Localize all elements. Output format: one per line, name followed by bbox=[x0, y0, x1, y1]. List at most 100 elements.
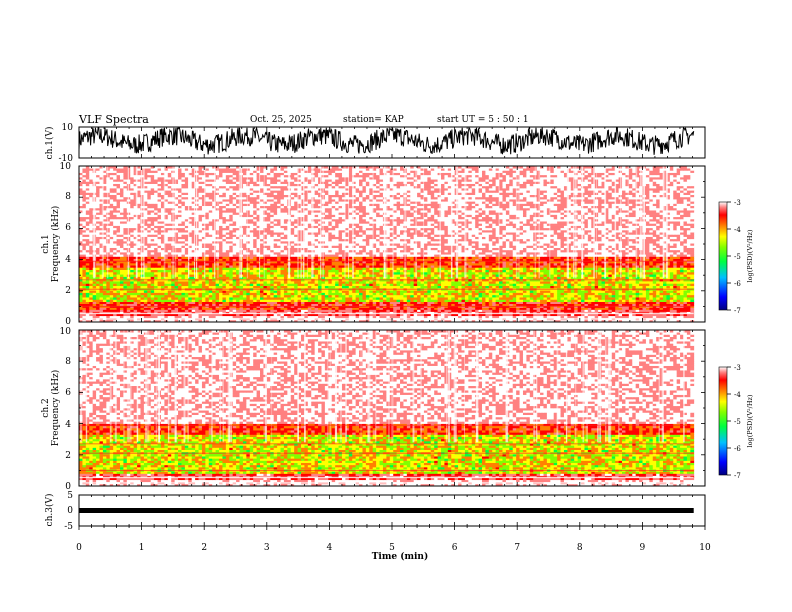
spectrogram-cell bbox=[533, 292, 538, 296]
spectrogram-cell bbox=[167, 285, 172, 289]
spectrogram-cell bbox=[85, 290, 90, 293]
spectrogram-cell bbox=[434, 274, 438, 277]
spectrogram-cell bbox=[502, 294, 507, 298]
spectrogram-cell bbox=[615, 301, 619, 304]
spectrogram-cell bbox=[526, 269, 531, 273]
spectrogram-cell bbox=[160, 309, 165, 312]
spectrogram-cell bbox=[273, 294, 278, 298]
spectrogram-cell bbox=[669, 303, 674, 306]
spectrogram-cell bbox=[184, 303, 189, 306]
spectrogram-cell bbox=[574, 315, 579, 319]
spectrogram-cell bbox=[505, 307, 510, 310]
spectrogram-cell bbox=[362, 307, 367, 310]
spectrogram-cell bbox=[348, 294, 353, 298]
spectrogram-cell bbox=[277, 301, 281, 304]
spectrogram-cell bbox=[481, 281, 486, 284]
spectrogram-cell bbox=[536, 303, 541, 306]
spectrogram-cell bbox=[406, 263, 411, 266]
spectrogram-cell bbox=[249, 276, 254, 280]
spectrogram-cell bbox=[519, 269, 524, 273]
spectrogram-cell bbox=[352, 290, 357, 293]
spectrogram-cell bbox=[594, 283, 599, 287]
spectrogram-cell bbox=[423, 276, 428, 280]
spectrogram-cell bbox=[311, 283, 316, 287]
spectrogram-cell bbox=[246, 301, 251, 304]
spectrogram-cell bbox=[328, 265, 333, 268]
spectrogram-cell bbox=[563, 285, 568, 289]
spectrogram-cell bbox=[270, 271, 275, 275]
spectrogram-cell bbox=[178, 269, 182, 273]
spectrogram-cell bbox=[150, 315, 155, 319]
spectrogram-cell bbox=[652, 283, 657, 287]
spectrogram-cell bbox=[300, 309, 305, 312]
spectrogram-cell bbox=[147, 315, 152, 319]
spectrogram-cell bbox=[396, 294, 401, 298]
spectrogram-cell bbox=[427, 283, 432, 287]
spectrogram-cell bbox=[430, 276, 435, 280]
spectrogram-cell bbox=[219, 265, 223, 268]
spectrogram-cell bbox=[113, 265, 117, 268]
spectrogram-cell bbox=[594, 307, 599, 310]
spectrogram-cell bbox=[277, 292, 281, 296]
spectrogram-cell bbox=[89, 271, 94, 275]
spectrogram-cell bbox=[447, 281, 452, 284]
spectrogram-cell bbox=[410, 303, 415, 306]
spectrogram-cell bbox=[437, 292, 442, 296]
spectrogram-cell bbox=[686, 294, 691, 298]
spectrogram-cell bbox=[79, 285, 83, 289]
spectrogram-cell bbox=[181, 274, 186, 277]
spectrogram-cell bbox=[649, 283, 654, 287]
spectrogram-cell bbox=[550, 307, 555, 310]
spectrogram-cell bbox=[622, 290, 626, 293]
spectrogram-cell bbox=[632, 276, 637, 280]
spectrogram-cell bbox=[290, 309, 295, 312]
spectrogram-cell bbox=[659, 285, 664, 289]
spectrogram-cell bbox=[201, 294, 206, 298]
spectrogram-cell bbox=[690, 281, 695, 284]
spectrogram-cell bbox=[529, 315, 534, 319]
spectrogram-cell bbox=[594, 309, 599, 312]
spectrogram-cell bbox=[382, 309, 387, 312]
spectrogram-cell bbox=[560, 303, 565, 306]
spectrogram-cell bbox=[560, 281, 565, 284]
spectrogram-cell bbox=[581, 285, 585, 289]
spectrogram-cell bbox=[423, 303, 428, 306]
spectrogram-cell bbox=[645, 265, 650, 268]
spectrogram-cell bbox=[628, 290, 633, 293]
spectrogram-cell bbox=[400, 283, 404, 287]
spectrogram-cell bbox=[557, 290, 561, 293]
spectrogram-cell bbox=[512, 299, 517, 303]
spectrogram-cell bbox=[208, 285, 213, 289]
spectrogram-cell bbox=[212, 292, 217, 296]
spectrogram-cell bbox=[181, 315, 186, 319]
spectrogram-cell bbox=[560, 301, 565, 304]
spectrogram-cell bbox=[540, 292, 544, 296]
spectrogram-cell bbox=[372, 285, 377, 289]
spectrogram-cell bbox=[430, 263, 435, 266]
spectrogram-cell bbox=[96, 271, 100, 275]
spectrogram-cell bbox=[232, 271, 237, 275]
spectrogram-cell bbox=[167, 315, 172, 319]
spectrogram-cell bbox=[147, 274, 152, 277]
spectrogram-cell bbox=[147, 292, 152, 296]
spectrogram-cell bbox=[499, 290, 503, 293]
spectrogram-cell bbox=[512, 309, 517, 312]
spectrogram-cell bbox=[201, 303, 206, 306]
spectrogram-cell bbox=[82, 297, 87, 300]
spectrogram-cell bbox=[680, 315, 684, 319]
spectrogram-cell bbox=[683, 301, 688, 304]
spectrogram-cell bbox=[253, 292, 257, 296]
spectrogram-cell bbox=[379, 290, 384, 293]
spectrogram-cell bbox=[341, 309, 346, 312]
spectrogram-cell bbox=[137, 297, 141, 300]
spectrogram-cell bbox=[174, 299, 179, 303]
spectrogram-cell bbox=[458, 263, 462, 266]
spectrogram-cell bbox=[225, 265, 230, 268]
spectrogram-cell bbox=[174, 297, 179, 300]
spectrogram-cell bbox=[147, 299, 152, 303]
spectrogram-cell bbox=[430, 285, 435, 289]
spectrogram-cell bbox=[355, 303, 360, 306]
spectrogram-cell bbox=[458, 265, 462, 268]
spectrogram-cell bbox=[229, 292, 234, 296]
spectrogram-cell bbox=[478, 297, 483, 300]
